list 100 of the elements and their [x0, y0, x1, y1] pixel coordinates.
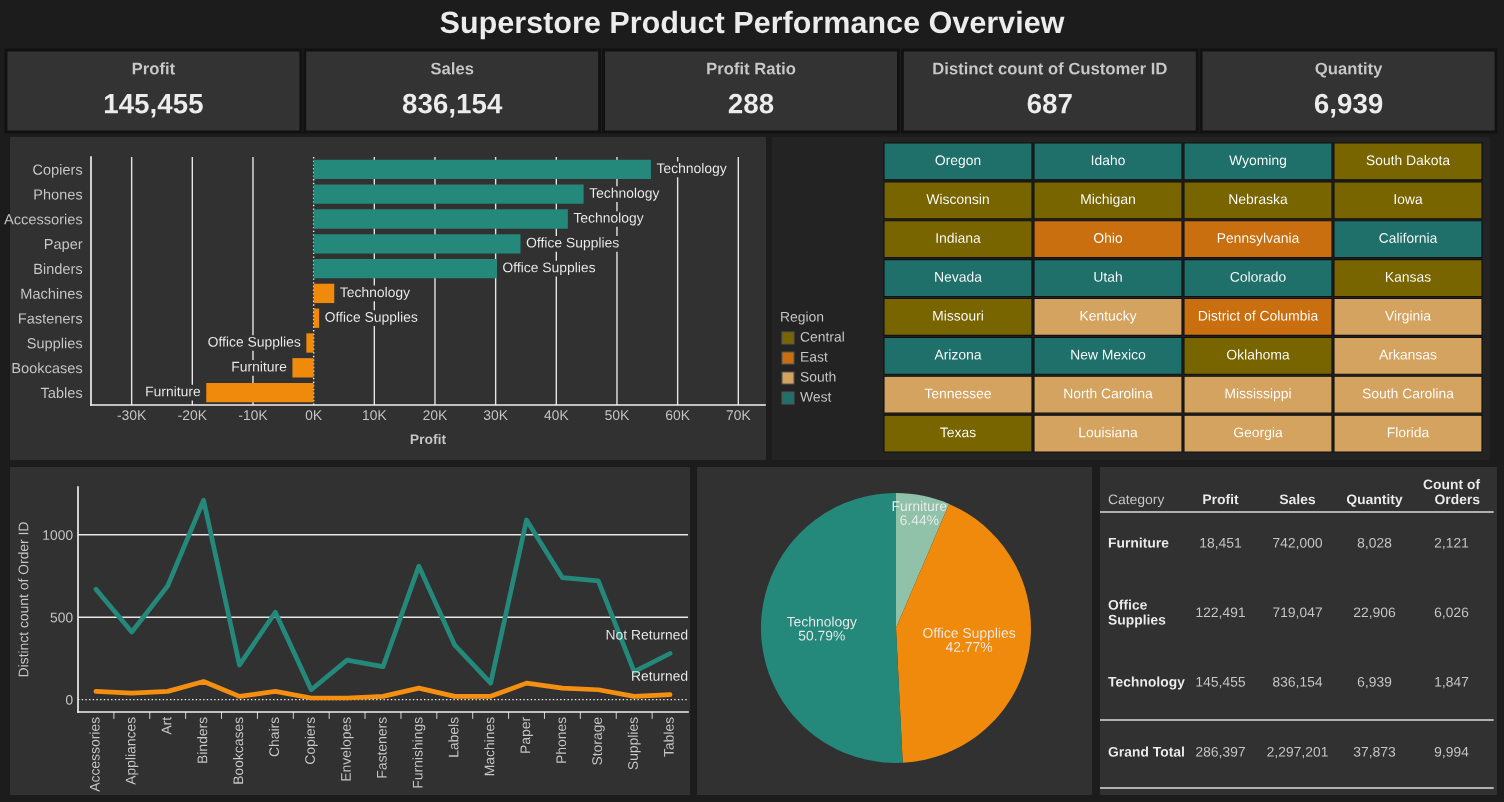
data-label: 50.79% [798, 630, 845, 641]
text: Idaho [1091, 154, 1125, 166]
bar [313, 283, 335, 304]
text: Nebraska [1229, 193, 1288, 205]
y-tick-label: Tables [40, 387, 83, 399]
annotation: Office Supplies [325, 311, 418, 325]
x-tick-label: 20K [423, 410, 448, 421]
x-tick-label: 10K [363, 410, 387, 421]
x-axis-title: Profit [410, 433, 446, 445]
text: South Carolina [1362, 388, 1454, 399]
x-tick-label: 60K [665, 410, 690, 421]
x-tick-label: 50K [605, 410, 630, 421]
category-label: Sales [430, 62, 474, 75]
text: Arkansas [1379, 349, 1437, 360]
text: 8,028 [1357, 537, 1392, 550]
text: Kansas [1385, 272, 1431, 282]
category-label: Sales [1279, 494, 1316, 505]
x-tick-label: Storage [592, 717, 605, 765]
text: 719,047 [1273, 607, 1322, 619]
x-tick-label: Chairs [268, 717, 280, 757]
text: Kentucky [1080, 310, 1137, 324]
y-tick-label: Accessories [4, 213, 83, 225]
text: 687 [1027, 93, 1072, 114]
data-label: 6.44% [900, 515, 939, 525]
y-tick-label: 0 [65, 694, 73, 705]
bar [313, 258, 497, 279]
text: 9,994 [1434, 746, 1469, 759]
annotation: Technology [340, 286, 411, 300]
text: Oklahoma [1227, 349, 1290, 360]
category-label: Count of Orders [1423, 479, 1481, 505]
x-tick-label: -10K [238, 410, 268, 421]
category-label: Grand Total [1108, 746, 1184, 757]
category-label: West [800, 392, 832, 402]
x-tick-label: 0K [305, 410, 322, 421]
bar [313, 308, 320, 328]
y-tick-label: Copiers [33, 164, 83, 178]
text: Nevada [935, 271, 982, 282]
line-series [93, 679, 673, 701]
y-tick-label: 1000 [43, 530, 73, 540]
data-label: 42.77% [945, 641, 993, 652]
text: 2,297,201 [1267, 746, 1328, 759]
text: Tennessee [924, 388, 991, 399]
text: Category [1108, 494, 1165, 507]
slice-label: Technology [786, 616, 857, 630]
text: Indiana [936, 232, 981, 243]
text: New Mexico [1071, 349, 1146, 360]
text: Michigan [1081, 193, 1135, 207]
annotation: Furniture [146, 386, 201, 397]
slice-label: Office Supplies [923, 627, 1016, 641]
text: Virginia [1385, 310, 1432, 324]
text: Ohio [1093, 232, 1123, 243]
x-tick-label: Supplies [627, 717, 641, 770]
annotation: Office Supplies [526, 237, 619, 251]
annotation: Furniture [232, 361, 287, 372]
y-tick-label: Bookcases [12, 362, 83, 374]
text: 286,397 [1196, 746, 1245, 759]
x-tick-label: -20K [178, 410, 207, 421]
category-label: Technology [1108, 676, 1185, 690]
text: 836,154 [402, 93, 503, 118]
text: 288 [728, 93, 774, 114]
category-label: Quantity [1346, 494, 1403, 507]
text: Texas [940, 427, 976, 438]
x-tick-label: Labels [448, 717, 459, 757]
bar [313, 184, 584, 204]
category-label: Furniture [1108, 537, 1169, 548]
text: Pennsylvania [1217, 232, 1300, 246]
text: Louisiana [1079, 427, 1138, 438]
x-tick-label: Envelopes [340, 717, 354, 781]
text: 22,906 [1353, 607, 1396, 619]
text: 1,847 [1435, 676, 1469, 689]
text: North Carolina [1064, 388, 1153, 399]
text: 18,451 [1200, 537, 1242, 550]
y-tick-label: Fasteners [19, 313, 83, 324]
bar [313, 234, 521, 254]
text: 145,455 [104, 94, 203, 118]
annotation: Office Supplies [503, 262, 596, 276]
x-tick-label: Bookcases [233, 717, 244, 784]
category-label: Central [800, 331, 844, 342]
bar [306, 333, 314, 353]
annotation: Technology [656, 162, 727, 176]
text: Colorado [1230, 271, 1286, 282]
annotation: Office Supplies [208, 336, 301, 350]
text: Oregon [935, 155, 981, 168]
x-tick-label: Appliances [125, 717, 139, 785]
text: 6,939 [1314, 93, 1383, 118]
y-tick-label: 500 [50, 612, 73, 623]
x-tick-label: Paper [520, 717, 533, 753]
y-tick-label: Phones [34, 188, 83, 200]
category-label: Profit Ratio [707, 62, 796, 75]
category-label: Profit [132, 62, 175, 75]
text: Wisconsin [926, 193, 989, 205]
category-label: Distinct count of Customer ID [933, 62, 1167, 75]
text: 6,026 [1434, 607, 1469, 619]
x-tick-label: Machines [484, 717, 495, 776]
text: District of Columbia [1198, 310, 1319, 321]
text: 145,455 [1196, 677, 1246, 689]
category-label: South [800, 371, 836, 382]
x-tick-label: 40K [544, 410, 569, 421]
series-label: Not Returned [606, 629, 688, 640]
y-axis-title: Distinct count of Order ID [18, 522, 29, 677]
